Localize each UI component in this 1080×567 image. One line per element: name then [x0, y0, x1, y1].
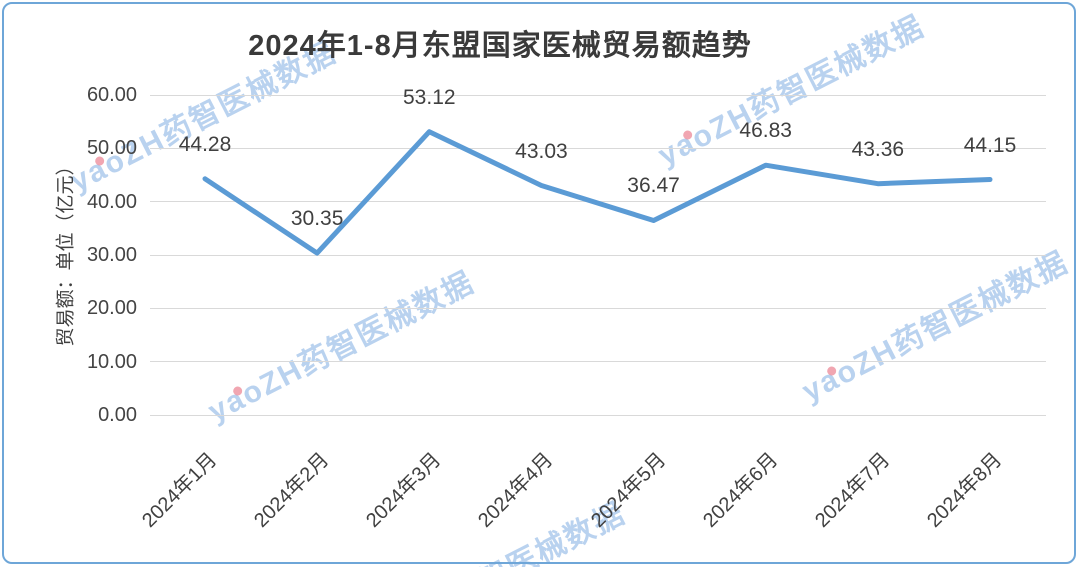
- gridline: [150, 307, 1046, 309]
- y-tick-label: 0.00: [98, 404, 137, 426]
- gridline: [150, 361, 1046, 363]
- data-label: 43.36: [851, 137, 905, 161]
- y-tick-label: 60.00: [86, 84, 137, 106]
- trend-line: [202, 129, 993, 256]
- y-tick-label: 30.00: [86, 244, 137, 266]
- gridline: [150, 414, 1046, 416]
- gridline: [150, 147, 1046, 149]
- data-label: 30.35: [290, 207, 344, 231]
- y-tick-label: 40.00: [86, 190, 137, 213]
- data-label: 53.12: [403, 85, 456, 109]
- y-tick-label: 10.00: [86, 350, 137, 373]
- data-label: 46.83: [739, 119, 792, 143]
- gridline: [150, 94, 1046, 96]
- data-label: 36.47: [627, 174, 680, 198]
- gridline: [150, 254, 1046, 256]
- data-label: 43.03: [515, 139, 568, 163]
- y-tick-label: 20.00: [86, 297, 137, 320]
- y-tick-label: 50.00: [86, 137, 137, 160]
- chart-title: 2024年1-8月东盟国家医械贸易额趋势: [248, 30, 752, 62]
- data-label: 44.28: [178, 132, 232, 156]
- data-label: 44.15: [963, 133, 1017, 157]
